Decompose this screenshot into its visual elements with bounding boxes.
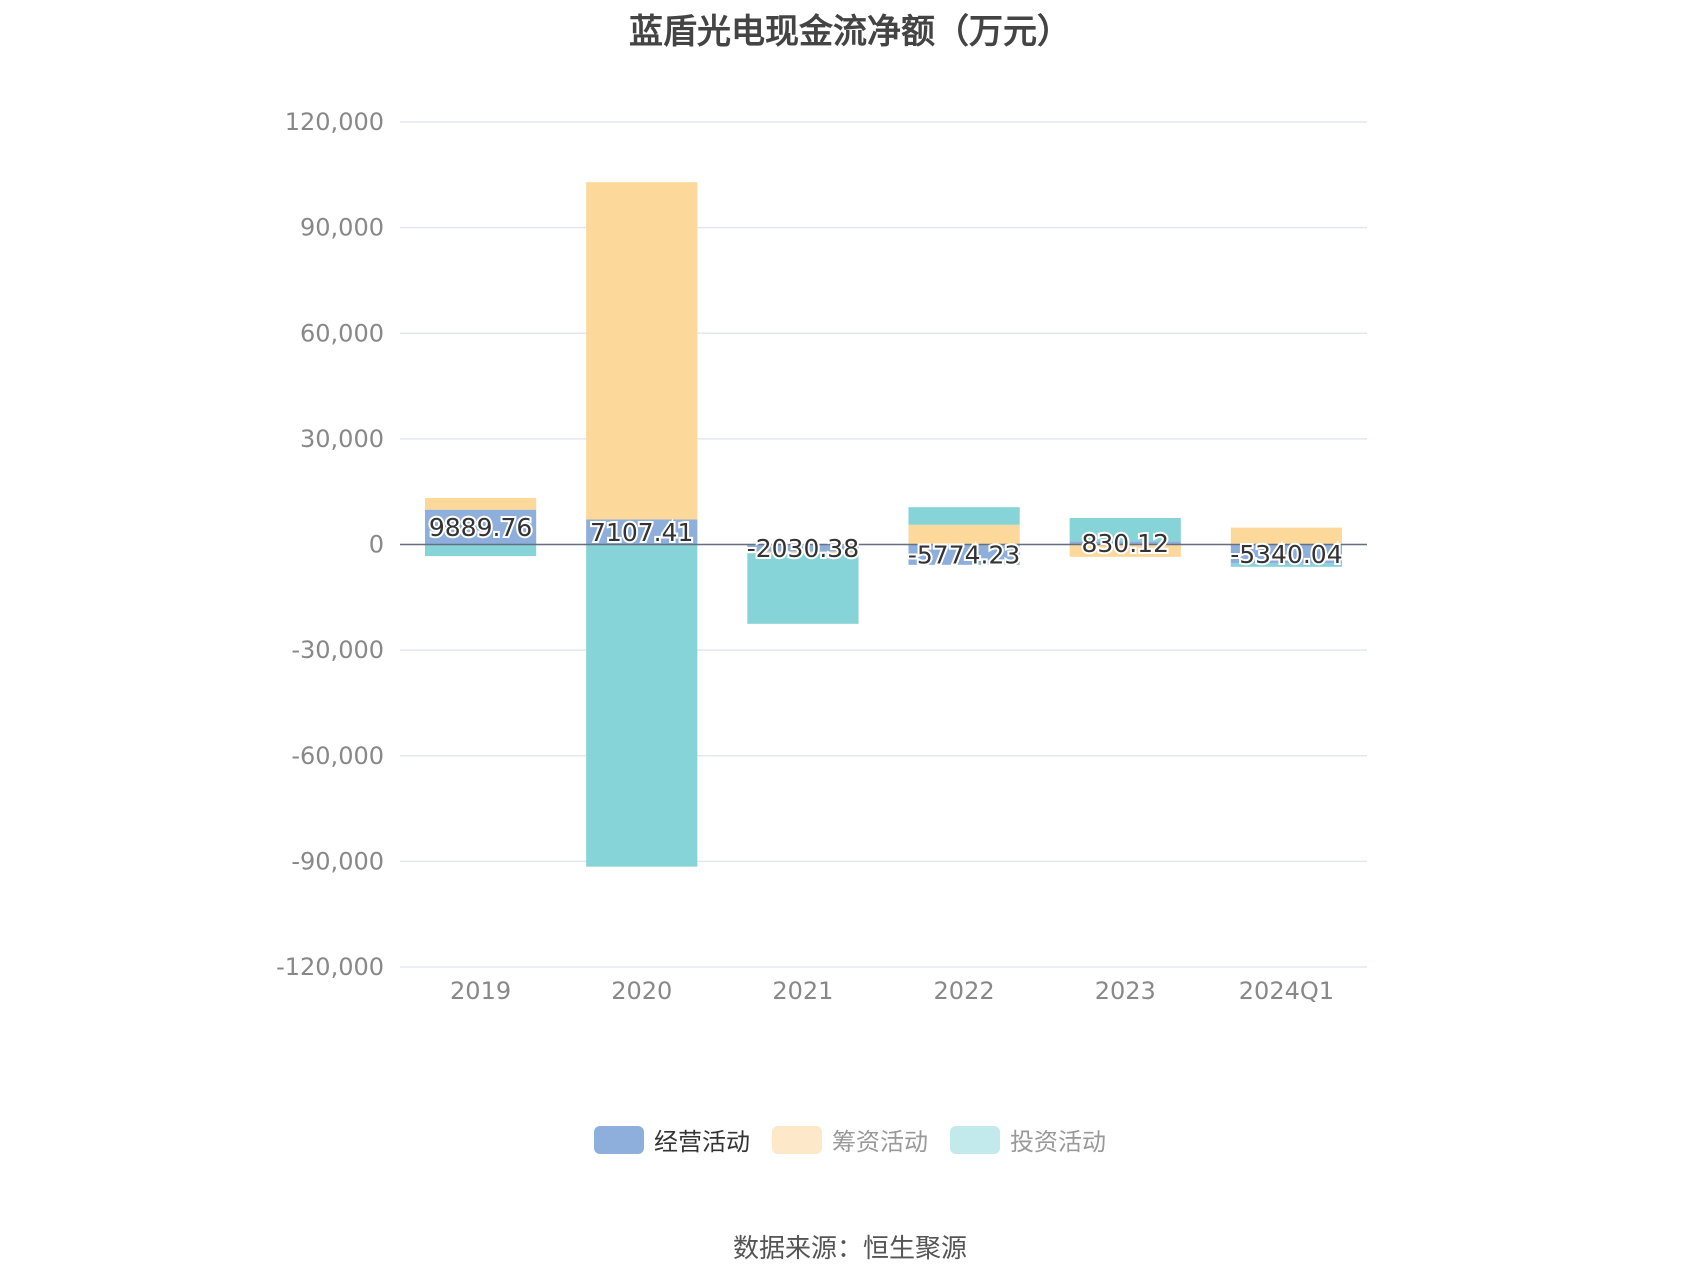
data-label: -5340.04: [1230, 540, 1342, 569]
y-tick-label: -90,000: [291, 847, 384, 875]
bar-筹资活动-2020[interactable]: [586, 182, 698, 520]
data-label: 7107.41: [590, 518, 693, 547]
y-tick-label: -120,000: [276, 953, 384, 981]
grid-layer: [400, 121, 1367, 968]
data-label: -2030.38: [747, 534, 859, 563]
y-axis-ticks: 120,000 90,000 60,000 30,000 0 -30,000 -60,000…: [276, 108, 384, 981]
x-tick-label: 2022: [934, 977, 995, 1005]
bar-经营活动-2022[interactable]: [908, 544, 1020, 565]
y-tick-label: 60,000: [300, 319, 384, 347]
legend-label: 筹资活动: [832, 1128, 928, 1156]
bar-筹资活动-2019[interactable]: [424, 498, 537, 510]
bar-投资活动-2021[interactable]: [747, 553, 859, 624]
legend-swatch: [594, 1125, 644, 1154]
x-tick-label: 2019: [450, 977, 511, 1005]
x-tick-label: 2020: [611, 977, 672, 1005]
bar-经营活动-2021[interactable]: [747, 544, 859, 552]
bar-筹资活动-2021[interactable]: [747, 551, 859, 554]
y-tick-label: 90,000: [300, 214, 384, 242]
bar-投资活动-2024Q1[interactable]: [1230, 563, 1343, 567]
x-tick-label: 2021: [772, 977, 833, 1005]
chart-title: 蓝盾光电现金流净额（万元）: [629, 12, 1071, 52]
bar-投资活动-2023[interactable]: [1069, 517, 1181, 542]
legend-swatch: [950, 1125, 1000, 1154]
x-axis-ticks: 2019 2020 2021 2022 2023 2024Q1: [450, 977, 1334, 1005]
legend-swatch: [772, 1125, 822, 1154]
bar-筹资活动-2024Q1[interactable]: [1230, 527, 1343, 545]
legend-item[interactable]: 筹资活动: [772, 1122, 928, 1157]
bar-投资活动-2019[interactable]: [424, 544, 537, 557]
bar-经营活动-2019[interactable]: [424, 509, 537, 545]
legend: 经营活动 筹资活动 投资活动: [0, 1122, 1700, 1157]
data-label: 830.12: [1082, 529, 1169, 558]
legend-label: 经营活动: [654, 1128, 750, 1156]
bar-投资活动-2022[interactable]: [908, 507, 1020, 525]
bar-经营活动-2024Q1[interactable]: [1230, 544, 1343, 564]
data-source-note: 数据来源：恒生聚源: [732, 1234, 967, 1264]
bar-筹资活动-2023[interactable]: [1069, 544, 1181, 557]
bar-筹资活动-2022[interactable]: [908, 524, 1020, 545]
data-label: -5774.23: [908, 541, 1020, 570]
bar-经营活动-2023[interactable]: [1069, 541, 1181, 545]
data-label-layer: 9889.76 7107.41 -2030.38 -5774.23 830.12 -534…: [427, 511, 1345, 572]
legend-item[interactable]: 投资活动: [950, 1122, 1106, 1157]
legend-label: 投资活动: [1010, 1128, 1106, 1156]
bar-经营活动-2020[interactable]: [586, 519, 698, 545]
y-tick-label: 120,000: [285, 108, 384, 136]
x-tick-label: 2024Q1: [1239, 977, 1334, 1005]
y-tick-label: 0: [369, 531, 384, 559]
bar-投资活动-2020[interactable]: [586, 544, 698, 867]
y-tick-label: -60,000: [291, 742, 384, 770]
x-tick-label: 2023: [1095, 977, 1156, 1005]
y-tick-label: -30,000: [291, 636, 384, 664]
y-tick-label: 30,000: [300, 425, 384, 453]
bar-layer: [400, 182, 1367, 867]
data-label: 9889.76: [429, 513, 532, 542]
legend-item[interactable]: 经营活动: [594, 1122, 750, 1157]
